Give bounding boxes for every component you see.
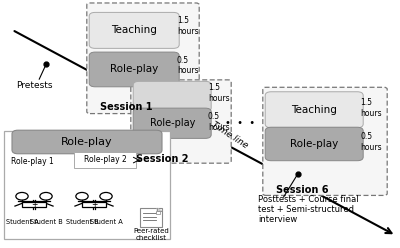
Bar (140, 208, 162, 227)
Text: Session 6: Session 6 (276, 185, 328, 195)
FancyBboxPatch shape (131, 80, 231, 163)
FancyBboxPatch shape (133, 81, 211, 112)
FancyBboxPatch shape (89, 52, 179, 87)
Text: 0.5
hours: 0.5 hours (177, 56, 198, 75)
Text: Role-play: Role-play (150, 118, 195, 128)
Text: Role-play 1: Role-play 1 (11, 157, 54, 166)
Text: Time line: Time line (210, 120, 250, 150)
Text: Pretests: Pretests (16, 81, 52, 90)
Text: +: + (31, 200, 37, 209)
Text: Role-play: Role-play (290, 139, 338, 149)
FancyBboxPatch shape (265, 92, 363, 128)
FancyBboxPatch shape (133, 108, 211, 138)
Text: Role-play: Role-play (110, 64, 158, 74)
Text: 1.5
hours: 1.5 hours (177, 16, 198, 36)
Text: Session 1: Session 1 (100, 102, 152, 112)
Text: Teaching: Teaching (291, 105, 337, 115)
FancyBboxPatch shape (89, 12, 179, 48)
Text: 0.5
hours: 0.5 hours (208, 112, 230, 132)
Bar (82, 202, 106, 207)
Bar (22, 202, 46, 207)
FancyBboxPatch shape (87, 3, 199, 114)
Bar (74, 152, 136, 168)
Text: Role-play: Role-play (61, 137, 113, 147)
FancyBboxPatch shape (12, 130, 162, 154)
Polygon shape (157, 208, 162, 211)
Bar (156, 211, 160, 214)
Text: Peer-rated
checklist: Peer-rated checklist (133, 228, 169, 241)
Text: 1.5
hours: 1.5 hours (360, 98, 382, 118)
Text: Student A: Student A (90, 219, 122, 225)
FancyBboxPatch shape (265, 127, 363, 161)
Text: 0.5
hours: 0.5 hours (360, 132, 382, 152)
Text: •  •  •: • • • (225, 118, 255, 128)
Text: Posttests + Course final
test + Semi-structured
interview: Posttests + Course final test + Semi-str… (258, 195, 359, 224)
Bar (4, 131, 170, 239)
Text: Student B: Student B (66, 219, 98, 225)
Text: 1.5
hours: 1.5 hours (208, 83, 230, 103)
Text: Student A: Student A (6, 219, 38, 225)
Text: +: + (91, 200, 97, 209)
FancyBboxPatch shape (263, 87, 387, 195)
Text: Role-play 2: Role-play 2 (84, 155, 126, 164)
Text: Teaching: Teaching (111, 25, 157, 35)
Text: Session 2: Session 2 (136, 154, 188, 164)
Text: Student B: Student B (30, 219, 62, 225)
